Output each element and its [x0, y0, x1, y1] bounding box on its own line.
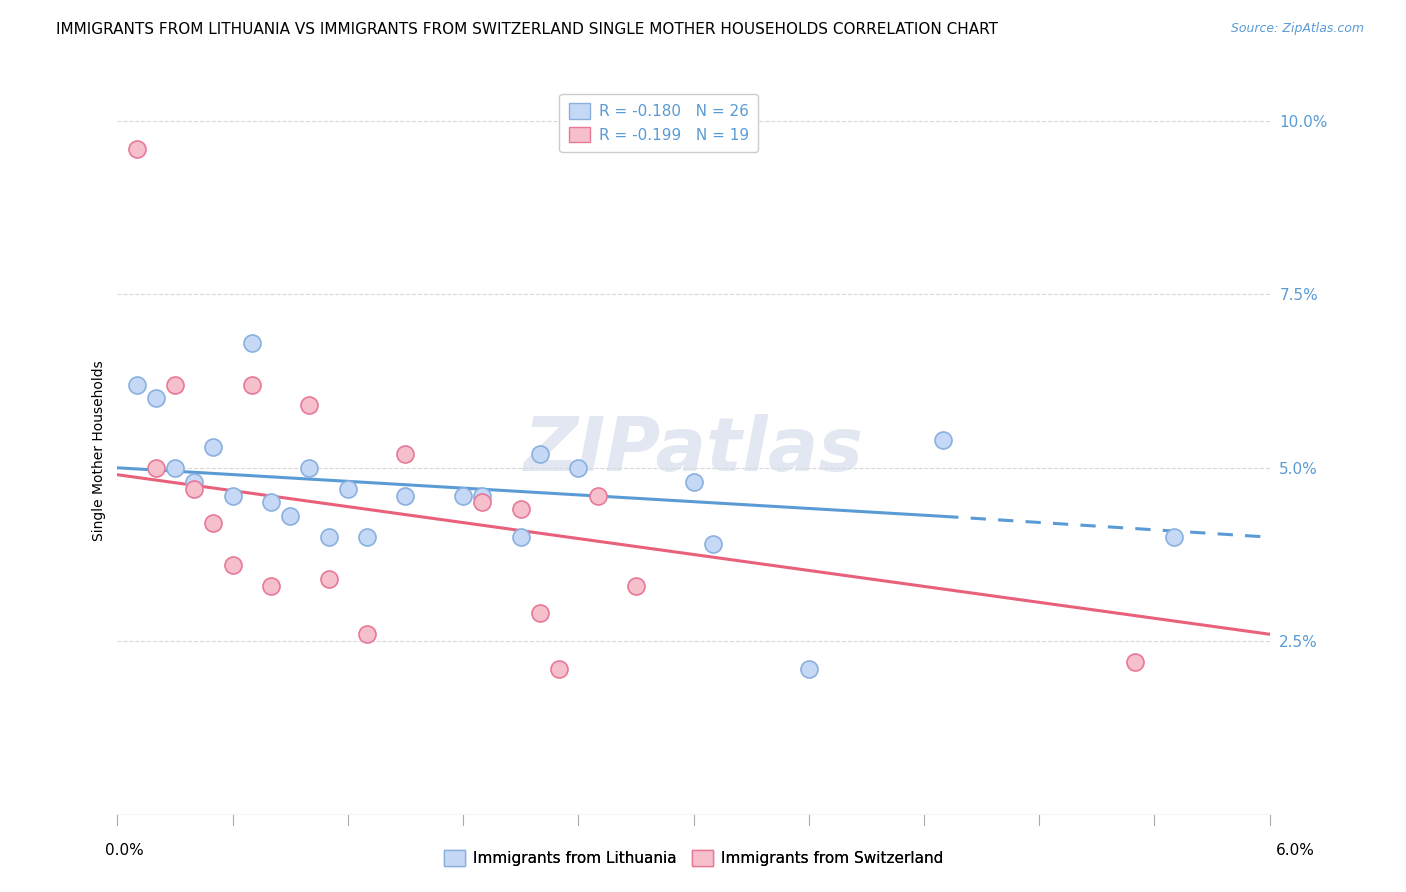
Point [165, 460, 187, 475]
Point [471, 489, 494, 503]
Point [145, 460, 167, 475]
Point [260, 495, 283, 509]
Text: Source: ZipAtlas.com: Source: ZipAtlas.com [1230, 22, 1364, 36]
Point [932, 433, 955, 447]
Point [529, 447, 551, 461]
Point [278, 509, 301, 524]
Point [509, 502, 531, 516]
Point [183, 475, 205, 489]
Point [394, 447, 416, 461]
Point [125, 142, 148, 156]
Point [797, 662, 820, 676]
Text: 6.0%: 6.0% [1275, 843, 1315, 858]
Y-axis label: Single Mother Households: Single Mother Households [93, 360, 107, 541]
Point [221, 558, 243, 572]
Point [202, 440, 225, 454]
Point [145, 392, 167, 406]
Point [682, 475, 704, 489]
Point [356, 530, 378, 544]
Point [202, 516, 225, 531]
Point [318, 572, 340, 586]
Point [356, 627, 378, 641]
Point [702, 537, 724, 551]
Point [165, 377, 187, 392]
Point [240, 335, 263, 350]
Point [318, 530, 340, 544]
Point [509, 530, 531, 544]
Point [240, 377, 263, 392]
Point [548, 662, 571, 676]
Point [221, 489, 243, 503]
Point [183, 482, 205, 496]
Point [451, 489, 474, 503]
Point [260, 579, 283, 593]
Point [336, 482, 359, 496]
Text: 0.0%: 0.0% [105, 843, 145, 858]
Legend: Immigrants from Lithuania, Immigrants from Switzerland: Immigrants from Lithuania, Immigrants fr… [437, 844, 949, 872]
Point [1123, 655, 1146, 669]
Point [298, 398, 321, 412]
Point [624, 579, 647, 593]
Point [586, 489, 609, 503]
Text: IMMIGRANTS FROM LITHUANIA VS IMMIGRANTS FROM SWITZERLAND SINGLE MOTHER HOUSEHOLD: IMMIGRANTS FROM LITHUANIA VS IMMIGRANTS … [56, 22, 998, 37]
Point [471, 495, 494, 509]
Point [298, 460, 321, 475]
Point [567, 460, 589, 475]
Point [394, 489, 416, 503]
Point [1163, 530, 1185, 544]
Point [529, 607, 551, 621]
Point [125, 377, 148, 392]
Text: ZIPatlas: ZIPatlas [523, 414, 863, 487]
